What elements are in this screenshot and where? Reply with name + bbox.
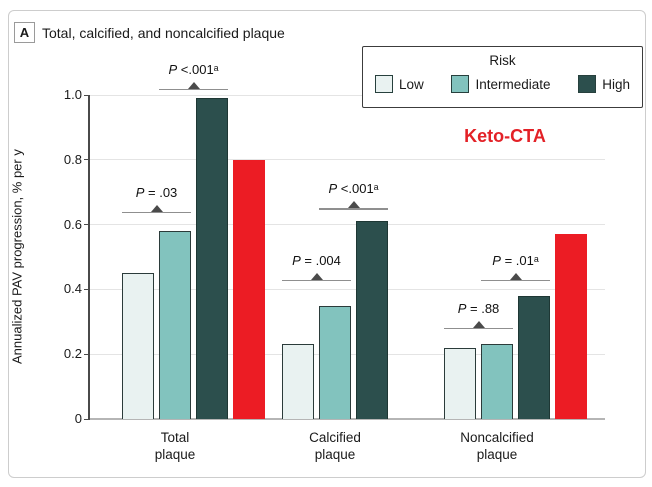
y-tick-mark [84,288,90,290]
pvalue-caret [472,321,485,329]
gridline-0.4 [90,288,605,290]
pvalue-caret [509,272,522,280]
bar-calcified-plaque-high [356,221,388,419]
y-tick-mark [84,94,90,96]
y-tick-mark [84,418,90,420]
legend-swatch-intermediate [451,75,470,93]
y-tick-label: 0 [74,411,82,426]
gridline-1 [90,94,605,96]
legend: Risk Low Intermediate High [362,46,643,108]
pvalue-line [159,88,228,90]
bar-noncalcified-plaque-high [518,295,550,419]
pvalue-caret [187,81,200,89]
y-axis-line [88,95,90,419]
legend-swatch-low [375,75,393,93]
pvalue-label: P = .03 [135,184,178,200]
bar-total-plaque-keto-cta [233,159,265,419]
y-tick-label: 0.8 [63,151,82,167]
pvalue-line [481,279,550,281]
pvalue-line [122,211,191,213]
bar-total-plaque-high [196,98,228,419]
bar-noncalcified-plaque-low [444,347,476,419]
panel-label: A [14,22,35,43]
pvalue-label: P = .88 [457,301,500,317]
x-label-calcified-plaque: Calcified plaque [309,430,361,462]
pvalue-caret [347,201,360,209]
bar-calcified-plaque-intermediate [319,305,351,419]
x-axis-line [90,418,605,420]
keto-cta-label: Keto-CTA [464,126,546,146]
pvalue-label: P <.001ᵃ [168,61,219,77]
legend-swatch-high [578,75,597,93]
panel-title: Total, calcified, and noncalcified plaqu… [42,25,285,41]
pvalue-caret [310,272,323,280]
y-tick-label: 0.4 [63,281,82,297]
legend-item-low: Low [375,75,424,93]
y-tick-mark [84,353,90,355]
legend-items: Low Intermediate High [363,68,642,93]
legend-item-high: High [578,75,630,93]
pvalue-label: P = .01ᵃ [492,252,539,268]
legend-label: Intermediate [475,76,551,92]
pvalue-line [444,328,513,330]
bar-noncalcified-plaque-intermediate [481,344,513,419]
y-tick-label: 0.2 [63,346,82,362]
gridline-0.6 [90,224,605,226]
pvalue-label: P <.001ᵃ [328,181,379,197]
x-label-noncalcified-plaque: Noncalcified plaque [460,430,534,462]
pvalue-line [319,208,388,210]
pvalue-caret [150,204,163,212]
y-tick-mark [84,159,90,161]
x-label-total-plaque: Total plaque [154,430,196,462]
bar-calcified-plaque-low [282,344,314,419]
pvalue-line [282,279,351,281]
y-tick-label: 0.6 [63,216,82,232]
legend-label: High [602,76,630,92]
gridline-0.8 [90,159,605,161]
legend-item-intermediate: Intermediate [451,75,551,93]
pvalue-label: P = .004 [292,252,341,268]
bar-total-plaque-low [122,273,154,419]
y-tick-mark [84,224,90,226]
legend-label: Low [399,76,424,92]
bar-total-plaque-intermediate [159,231,191,419]
legend-title: Risk [489,53,516,68]
bar-noncalcified-plaque-keto-cta [555,234,587,419]
y-tick-label: 1.0 [63,87,82,102]
